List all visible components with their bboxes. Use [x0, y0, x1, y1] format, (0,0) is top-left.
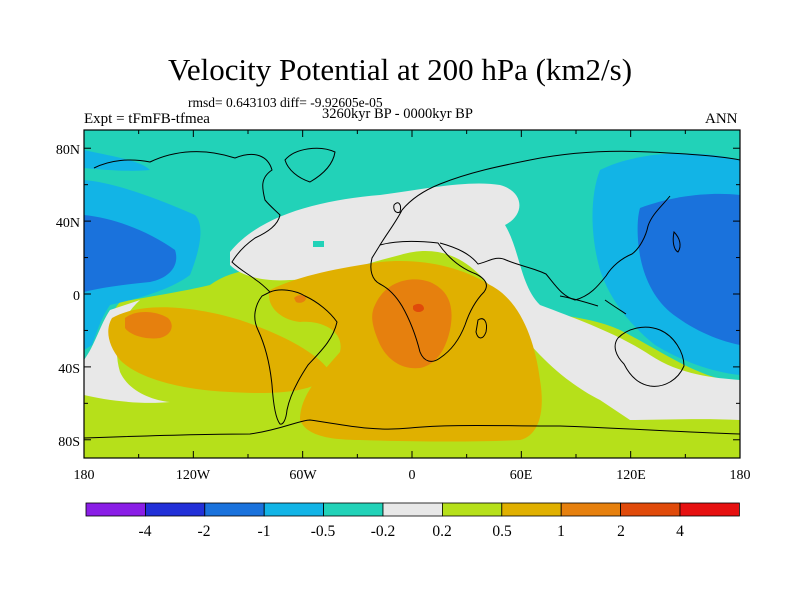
latitude-axis: 80N 40N 0 40S 80S [56, 143, 80, 450]
coastlines [84, 147, 740, 439]
lat-label-40s: 40S [58, 362, 80, 377]
period-label: 3260kyr BP - 0000kyr BP [322, 106, 473, 122]
lon-label-120e: 120E [616, 468, 646, 483]
colorbar-box-2 [144, 502, 206, 517]
colorbar-boxes [85, 502, 740, 517]
field-pos-strong-samerica [294, 295, 306, 303]
field-neutral-west [84, 300, 170, 403]
colorbar: -4 -2 -1 -0.5 -0.2 0.2 0.5 1 2 4 [85, 502, 740, 540]
colorbar-label-1: -4 [139, 523, 152, 540]
field-pos-strong-pacific [125, 312, 172, 339]
colorbar-box-3 [204, 502, 265, 517]
lon-label-180e: 180 [730, 468, 751, 483]
field-pos-max-africa [413, 303, 424, 312]
coastline-japan [672, 230, 681, 253]
colorbar-box-8 [501, 502, 562, 517]
colorbar-label-3: -1 [258, 523, 271, 540]
coastline-madagascar [475, 318, 487, 339]
coastline-antarctica [84, 419, 740, 439]
lon-label-180w: 180 [74, 468, 95, 483]
map-title: Velocity Potential at 200 hPa (km2/s) [167, 52, 633, 87]
colorbar-box-5 [323, 502, 384, 517]
lon-label-60w: 60W [289, 468, 317, 483]
colorbar-box-7 [441, 502, 503, 517]
colorbar-label-10: 4 [676, 523, 684, 540]
coastline-southeast-asia [559, 295, 627, 315]
coastline-south-america [254, 289, 338, 425]
lat-label-80n: 80N [56, 143, 80, 158]
colorbar-label-9: 2 [617, 523, 625, 540]
colorbar-label-4: -0.5 [311, 523, 336, 540]
longitude-axis: 180 120W 60W 0 60E 120E 180 [74, 468, 751, 483]
experiment-label: Expt = tFmFB-tfmea [84, 111, 210, 127]
colorbar-box-1 [85, 502, 146, 517]
lat-label-80s: 80S [58, 435, 80, 450]
field-neutral [230, 183, 740, 420]
field-neg-weak-north [84, 130, 740, 382]
season-label: ANN [705, 111, 738, 127]
colorbar-label-2: -2 [198, 523, 211, 540]
lat-label-0: 0 [73, 289, 80, 304]
colorbar-label-8: 1 [557, 523, 565, 540]
colorbar-box-4 [263, 502, 325, 517]
lon-label-60e: 60E [510, 468, 533, 483]
colorbar-label-7: 0.5 [492, 523, 512, 540]
coastline-africa [370, 240, 487, 362]
colorbar-box-9 [560, 502, 622, 517]
coastline-eurasia [379, 150, 740, 301]
colorbar-box-10 [620, 502, 681, 517]
contour-field [84, 130, 740, 458]
field-neg-strong-npacific [84, 215, 177, 292]
field-pos-strong-africa [372, 279, 452, 369]
coastline-north-america [93, 151, 281, 293]
lat-label-40n: 40N [56, 216, 80, 231]
colorbar-label-5: -0.2 [371, 523, 396, 540]
axis-ticks [83, 130, 741, 458]
lon-label-120w: 120W [176, 468, 211, 483]
coastline-australia [614, 326, 685, 387]
colorbar-box-6 [382, 502, 443, 517]
field-neg-weak-patch [313, 241, 324, 247]
coastline-uk [393, 202, 401, 213]
stats-label: rmsd= 0.643103 diff= -9.92605e-05 [188, 95, 383, 110]
colorbar-box-11 [679, 502, 740, 517]
lon-label-0: 0 [409, 468, 416, 483]
colorbar-label-6: 0.2 [432, 523, 451, 540]
coastline-greenland [284, 147, 336, 183]
field-neg-strong-wpacific [637, 193, 740, 345]
